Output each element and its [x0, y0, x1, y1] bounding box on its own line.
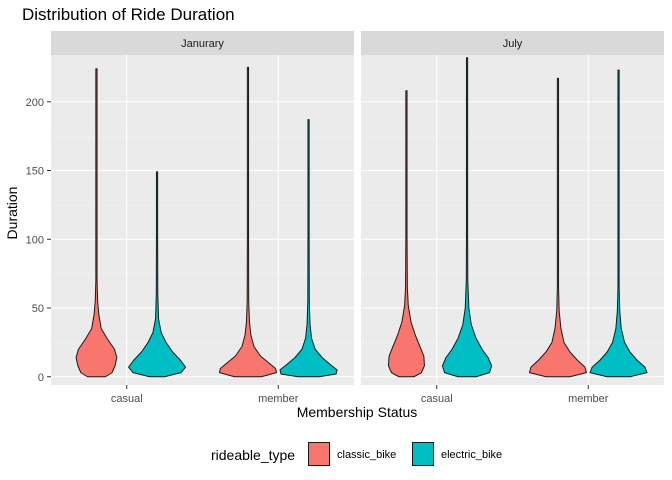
- x-tick-label: member: [258, 393, 299, 405]
- x-axis-title: Membership Status: [297, 404, 418, 420]
- chart-title: Distribution of Ride Duration: [22, 5, 235, 24]
- facet-strip: [361, 31, 664, 55]
- violin-casual-electric_bike: [128, 171, 187, 378]
- y-axis-title: Duration: [4, 187, 20, 240]
- facet-strip: [51, 31, 354, 55]
- facet-strip-label: July: [503, 38, 523, 50]
- violin-casual-electric_bike: [441, 57, 493, 378]
- violin-casual-classic_bike: [387, 90, 425, 378]
- legend-label: electric_bike: [441, 449, 502, 461]
- y-tick-label: 200: [26, 97, 44, 109]
- x-tick-label: member: [568, 393, 609, 405]
- legend-label: classic_bike: [337, 449, 396, 461]
- y-tick-label: 100: [26, 234, 44, 246]
- facet-panels: Janurary casual member July casual member: [51, 31, 664, 405]
- y-axis: 0 50 100 150 200: [26, 97, 51, 384]
- legend-swatch: [412, 442, 434, 466]
- violin-casual-classic_bike: [75, 68, 118, 378]
- y-tick-label: 150: [26, 166, 44, 178]
- x-tick-label: casual: [111, 393, 143, 405]
- violin-member-classic_bike: [528, 77, 587, 378]
- violin-member-electric_bike: [589, 69, 648, 378]
- violin-member-classic_bike: [218, 66, 277, 378]
- facet-strip-label: Janurary: [181, 38, 224, 50]
- facet-panel: July casual member: [361, 31, 664, 405]
- violin-member-electric_bike: [279, 119, 338, 378]
- legend-item: classic_bike: [308, 442, 396, 466]
- x-tick-label: casual: [421, 393, 453, 405]
- facet-panel: Janurary casual member: [51, 31, 354, 405]
- legend-item: electric_bike: [412, 442, 502, 466]
- legend: rideable_type classic_bike electric_bike: [211, 442, 502, 466]
- legend-swatch: [308, 442, 330, 466]
- y-tick-label: 50: [32, 303, 44, 315]
- legend-title: rideable_type: [211, 447, 295, 463]
- y-tick-label: 0: [38, 372, 44, 384]
